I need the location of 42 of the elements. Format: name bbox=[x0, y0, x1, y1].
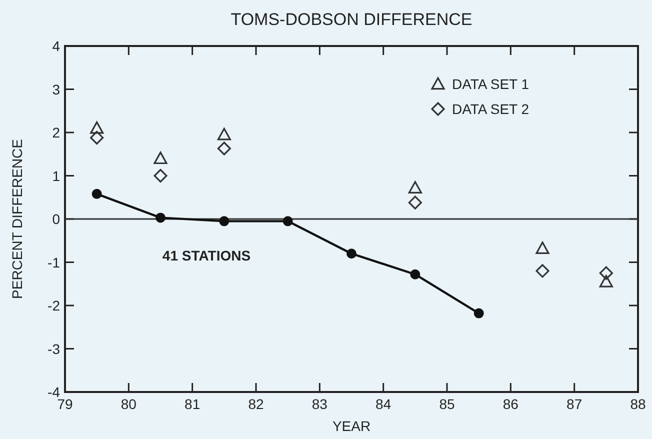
point bbox=[282, 216, 293, 226]
y-tick-label: -1 bbox=[48, 254, 60, 270]
x-tick-label: 86 bbox=[502, 396, 519, 412]
x-tick-label: 87 bbox=[566, 396, 582, 412]
y-tick-label: -2 bbox=[48, 298, 60, 314]
x-tick-label: 83 bbox=[312, 396, 328, 412]
point bbox=[474, 308, 484, 318]
point bbox=[217, 142, 231, 156]
chart-title: TOMS-DOBSON DIFFERENCE bbox=[230, 10, 472, 29]
point bbox=[92, 188, 102, 199]
y-tick-label: -3 bbox=[48, 340, 60, 357]
point bbox=[346, 248, 356, 259]
x-tick-label: 82 bbox=[248, 396, 264, 412]
point bbox=[219, 216, 230, 226]
point bbox=[156, 212, 166, 223]
point bbox=[154, 168, 168, 183]
point bbox=[408, 181, 422, 194]
x-tick-label: 81 bbox=[184, 396, 200, 412]
y-tick-label: 4 bbox=[52, 38, 60, 54]
x-tick-label: 85 bbox=[439, 396, 455, 412]
point bbox=[90, 121, 104, 134]
y-tick-label: 3 bbox=[52, 81, 60, 98]
y-axis-title: PERCENT DIFFERENCE bbox=[9, 139, 25, 299]
legend-label: DATA SET 2 bbox=[452, 101, 530, 117]
point bbox=[90, 130, 104, 144]
y-tick-label: 1 bbox=[52, 168, 60, 184]
point bbox=[536, 242, 550, 254]
point bbox=[536, 264, 550, 278]
point bbox=[410, 269, 420, 280]
point bbox=[217, 128, 231, 140]
x-tick-label: 84 bbox=[376, 396, 392, 412]
point bbox=[599, 274, 613, 288]
annotation: 41 STATIONS bbox=[162, 248, 251, 264]
point bbox=[408, 196, 422, 210]
point bbox=[154, 152, 168, 164]
x-tick-label: 80 bbox=[120, 396, 137, 412]
x-axis-title: YEAR bbox=[332, 418, 371, 434]
point bbox=[599, 266, 613, 280]
y-tick-label: 2 bbox=[52, 124, 60, 140]
legend-label: DATA SET 1 bbox=[452, 76, 530, 92]
x-tick-label: 88 bbox=[630, 396, 646, 412]
y-tick-label: 0 bbox=[52, 211, 60, 227]
